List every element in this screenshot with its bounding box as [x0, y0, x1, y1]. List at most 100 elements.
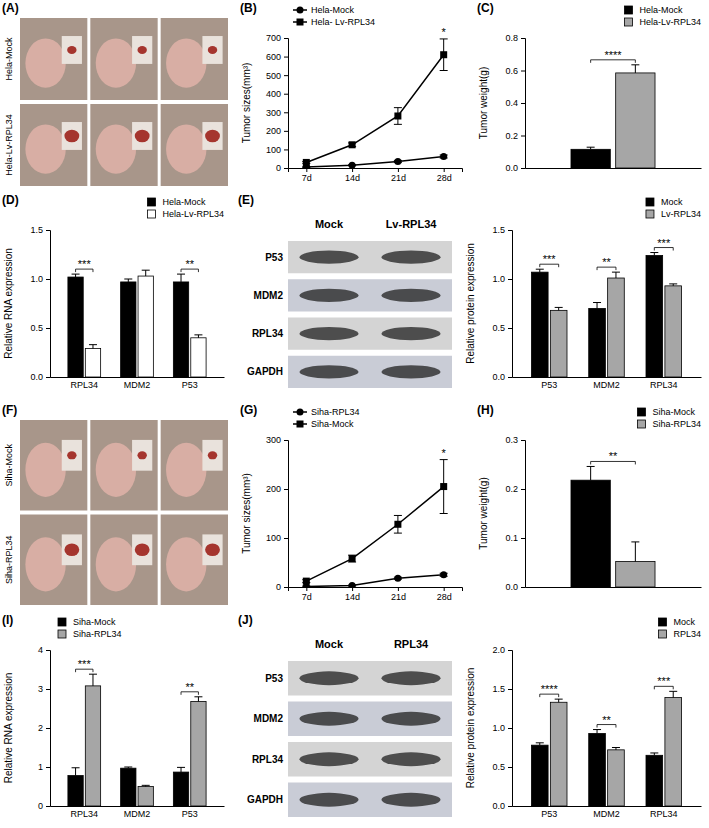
error-cap [587, 466, 595, 467]
photo [20, 104, 87, 186]
chart-panel: 0.00.51.01.52.0P53MDM2RPL34Relative prot… [465, 617, 702, 819]
legend-item: Siha-Mock [637, 407, 695, 417]
y-tick-label: 0 [38, 801, 43, 811]
x-tick-label: P53 [541, 380, 557, 390]
y-tick-label: 400 [266, 89, 281, 99]
y-tick-mark [46, 230, 50, 231]
annotation: * [442, 26, 447, 38]
y-tick: 100 [266, 145, 288, 155]
chart-panel: (D)0.00.51.01.5RPL34MDM2P53Relative RNA … [2, 193, 225, 390]
legend-label: Hela-Mock [311, 5, 355, 15]
photo-background [161, 420, 228, 511]
y-tick: 0.0 [30, 372, 50, 382]
error-bar [177, 274, 185, 282]
error-bar [650, 753, 658, 755]
y-tick-label: 500 [266, 71, 281, 81]
y-tick: 0.3 [505, 435, 525, 445]
error-bar [669, 691, 677, 697]
legend-swatch [624, 6, 632, 14]
y-tick: 100 [266, 533, 288, 543]
error-cap [177, 767, 185, 768]
legend-label: Siha-Mock [652, 407, 695, 417]
x-tick-label: RPL34 [71, 809, 99, 819]
annotation: ** [591, 450, 636, 464]
error-bar [72, 274, 80, 277]
y-tick-mark [521, 103, 525, 104]
y-axis-line [284, 441, 289, 588]
row-label: Hela-Lv-RPL34 [4, 114, 14, 176]
photo [20, 18, 87, 100]
line [306, 487, 443, 582]
significance-label: *** [657, 675, 671, 687]
legend-swatch [297, 421, 304, 428]
x-axis-line [51, 377, 225, 378]
x-tick-label: RPL34 [71, 380, 99, 390]
y-axis: 0.00.20.40.60.8 [505, 33, 525, 173]
error-bar [587, 466, 595, 480]
error-bar [650, 253, 658, 256]
x-tick: 7d [302, 168, 312, 183]
legend: Hela-MockHela- Lv-RPL34 [293, 5, 375, 27]
x-tick: 7d [302, 587, 312, 602]
y-tick-mark [521, 168, 525, 169]
plot-area: 0.00.51.01.52.0P53MDM2RPL34Relative prot… [465, 645, 702, 819]
y-axis-line [508, 231, 513, 378]
column-label: Mock [315, 638, 344, 650]
x-axis-line [526, 168, 702, 169]
tumor-inset [202, 534, 222, 565]
y-tick-label: 200 [266, 484, 281, 494]
legend-swatch [297, 409, 304, 416]
marks [571, 466, 655, 587]
blot-band [299, 793, 358, 807]
x-axis-line [289, 169, 463, 173]
error-cap [612, 747, 620, 748]
y-tick-label: 0.0 [492, 372, 505, 382]
y-tick-mark [284, 587, 288, 588]
chart-panel: (I)01234RPL34MDM2P53Relative RNA express… [2, 613, 225, 819]
row-label: GAPDH [247, 366, 283, 377]
error-bar [536, 269, 544, 272]
x-tick-label: MDM2 [124, 380, 151, 390]
error-cap [142, 785, 150, 786]
error-cap [593, 302, 601, 303]
column-label: Mock [315, 218, 344, 230]
y-tick-label: 0.4 [505, 98, 518, 108]
significance-label: *** [78, 258, 92, 270]
error-cap [440, 459, 448, 460]
significance-label: * [442, 447, 447, 459]
bar [571, 480, 610, 587]
tumor [208, 451, 217, 459]
y-tick-mark [284, 94, 288, 95]
tumor [137, 451, 146, 459]
y-tick: 1.5 [492, 684, 512, 694]
error-cap [124, 767, 132, 768]
y-tick-mark [521, 489, 525, 490]
error-cap [177, 274, 185, 275]
error-cap [194, 334, 202, 335]
y-tick-mark [46, 279, 50, 280]
chart-panel: (G)01002003007d14d21d28dTumor sizes(mm³)… [240, 403, 463, 602]
y-tick: 0.2 [505, 131, 525, 141]
panel-label: (G) [240, 403, 257, 417]
tumor-inset [202, 440, 222, 471]
legend-label: Mock [661, 197, 683, 207]
x-axis: P53MDM2RPL34 [513, 806, 702, 819]
error-bar [593, 730, 601, 734]
x-axis-line [526, 587, 702, 588]
tumor [205, 543, 220, 556]
error-bar [612, 748, 620, 750]
photo [90, 104, 157, 186]
y-tick-mark [284, 489, 288, 490]
tumor [67, 451, 76, 459]
y-axis-line [46, 651, 51, 807]
bar [665, 286, 682, 377]
annotation: *** [76, 258, 93, 272]
y-tick-mark [284, 440, 288, 441]
error-bar [124, 767, 132, 768]
blot-band [381, 671, 440, 685]
y-tick: 0.5 [492, 762, 512, 772]
mouse [96, 39, 136, 88]
y-tick-mark [521, 136, 525, 137]
x-tick-label: 7d [302, 173, 312, 183]
error-stem [597, 730, 598, 734]
